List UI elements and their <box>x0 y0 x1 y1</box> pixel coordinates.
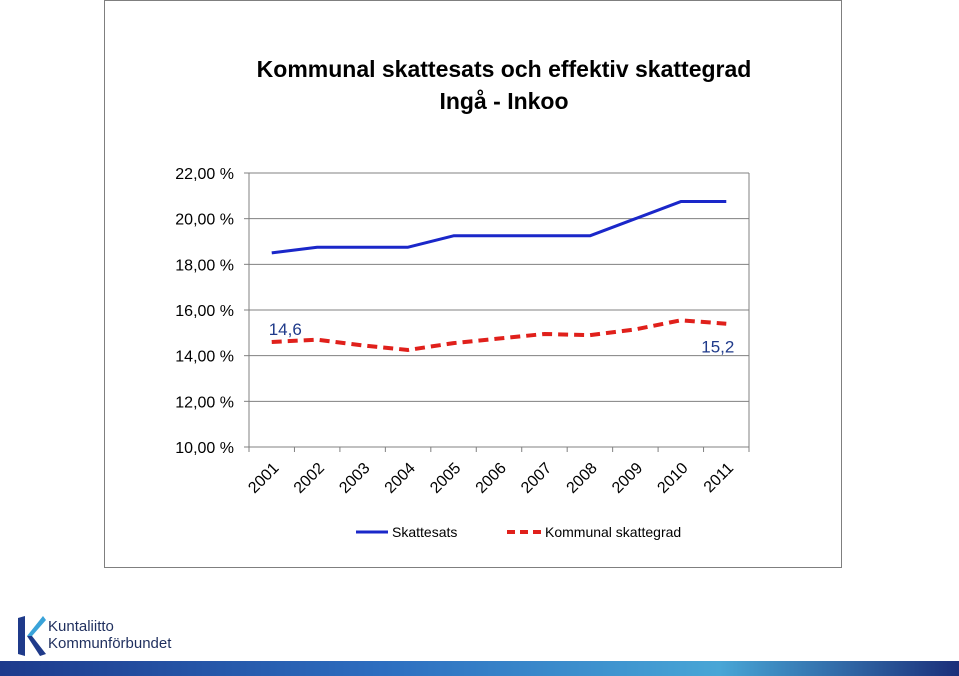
x-tick-label: 2010 <box>654 460 691 497</box>
logo-text-line2: Kommunförbundet <box>48 635 172 652</box>
series-line-kommunal-skattegrad <box>271 318 727 352</box>
x-tick-label: 2006 <box>473 460 510 497</box>
legend-label-kommunal-skattegrad: Kommunal skattegrad <box>545 524 681 540</box>
y-tick-label: 10,00 % <box>175 440 234 457</box>
series-line-skattesats <box>271 200 727 255</box>
legend-label-skattesats: Skattesats <box>392 524 457 540</box>
y-tick-label: 14,00 % <box>175 349 234 366</box>
kuntaliitto-logo: Kuntaliitto Kommunförbundet <box>18 614 238 658</box>
x-tick-label: 2008 <box>564 460 601 497</box>
x-tick-label: 2005 <box>427 460 464 497</box>
x-tick-label: 2011 <box>701 460 737 496</box>
chart-frame <box>104 0 842 568</box>
x-tick-label: 2009 <box>609 460 646 497</box>
footer-band <box>0 661 959 676</box>
logo-text-line1: Kuntaliitto <box>48 618 114 635</box>
y-tick-label: 18,00 % <box>175 257 234 274</box>
x-tick-label: 2002 <box>291 460 328 497</box>
y-tick-label: 20,00 % <box>175 212 234 229</box>
y-tick-label: 16,00 % <box>175 303 234 320</box>
annotation-first-value: 14,6 <box>269 320 302 339</box>
x-tick-label: 2001 <box>245 460 282 497</box>
x-tick-label: 2007 <box>518 460 555 497</box>
logo-mark-icon <box>18 616 46 656</box>
chart-subtitle: Ingå - Inkoo <box>439 88 569 114</box>
annotation-last-value: 15,2 <box>701 338 734 357</box>
x-tick-label: 2004 <box>382 460 419 497</box>
y-tick-label: 22,00 % <box>175 166 234 183</box>
y-tick-label: 12,00 % <box>175 394 234 411</box>
x-tick-label: 2003 <box>336 460 373 497</box>
chart-title: Kommunal skattesats och effektiv skatteg… <box>256 56 752 82</box>
